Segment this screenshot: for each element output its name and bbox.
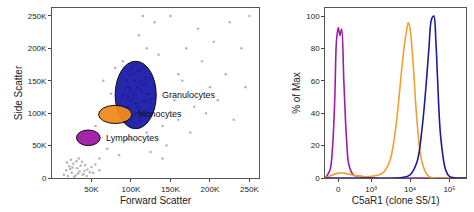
svg-text:20: 20 (311, 141, 320, 150)
svg-text:Side Scatter: Side Scatter (13, 65, 24, 120)
svg-text:Forward Scatter: Forward Scatter (120, 195, 192, 206)
svg-text:0: 0 (42, 174, 47, 183)
svg-text:50K: 50K (84, 185, 99, 194)
svg-text:10⁴: 10⁴ (404, 185, 417, 194)
svg-text:0: 0 (336, 185, 341, 194)
svg-text:150K: 150K (161, 185, 180, 194)
svg-text:60: 60 (311, 77, 320, 86)
svg-text:100: 100 (306, 12, 320, 21)
svg-text:150K: 150K (28, 77, 47, 86)
svg-text:200K: 200K (201, 185, 220, 194)
svg-text:250K: 250K (28, 12, 47, 21)
svg-text:C5aR1 (clone S5/1): C5aR1 (clone S5/1) (352, 195, 440, 206)
svg-text:% of Max: % of Max (291, 72, 302, 114)
svg-text:250K: 250K (240, 185, 259, 194)
svg-text:80: 80 (311, 44, 320, 53)
svg-text:50K: 50K (32, 141, 47, 150)
svg-text:Lymphocytes: Lymphocytes (106, 133, 159, 143)
svg-text:10⁵: 10⁵ (443, 185, 455, 194)
svg-text:Granulocytes: Granulocytes (162, 90, 216, 100)
svg-text:Monocytes: Monocytes (138, 109, 182, 119)
svg-text:40: 40 (311, 109, 320, 118)
svg-text:100K: 100K (28, 109, 47, 118)
svg-text:0: 0 (315, 174, 320, 183)
svg-text:100K: 100K (122, 185, 141, 194)
svg-text:10³: 10³ (365, 185, 377, 194)
svg-text:200K: 200K (28, 44, 47, 53)
